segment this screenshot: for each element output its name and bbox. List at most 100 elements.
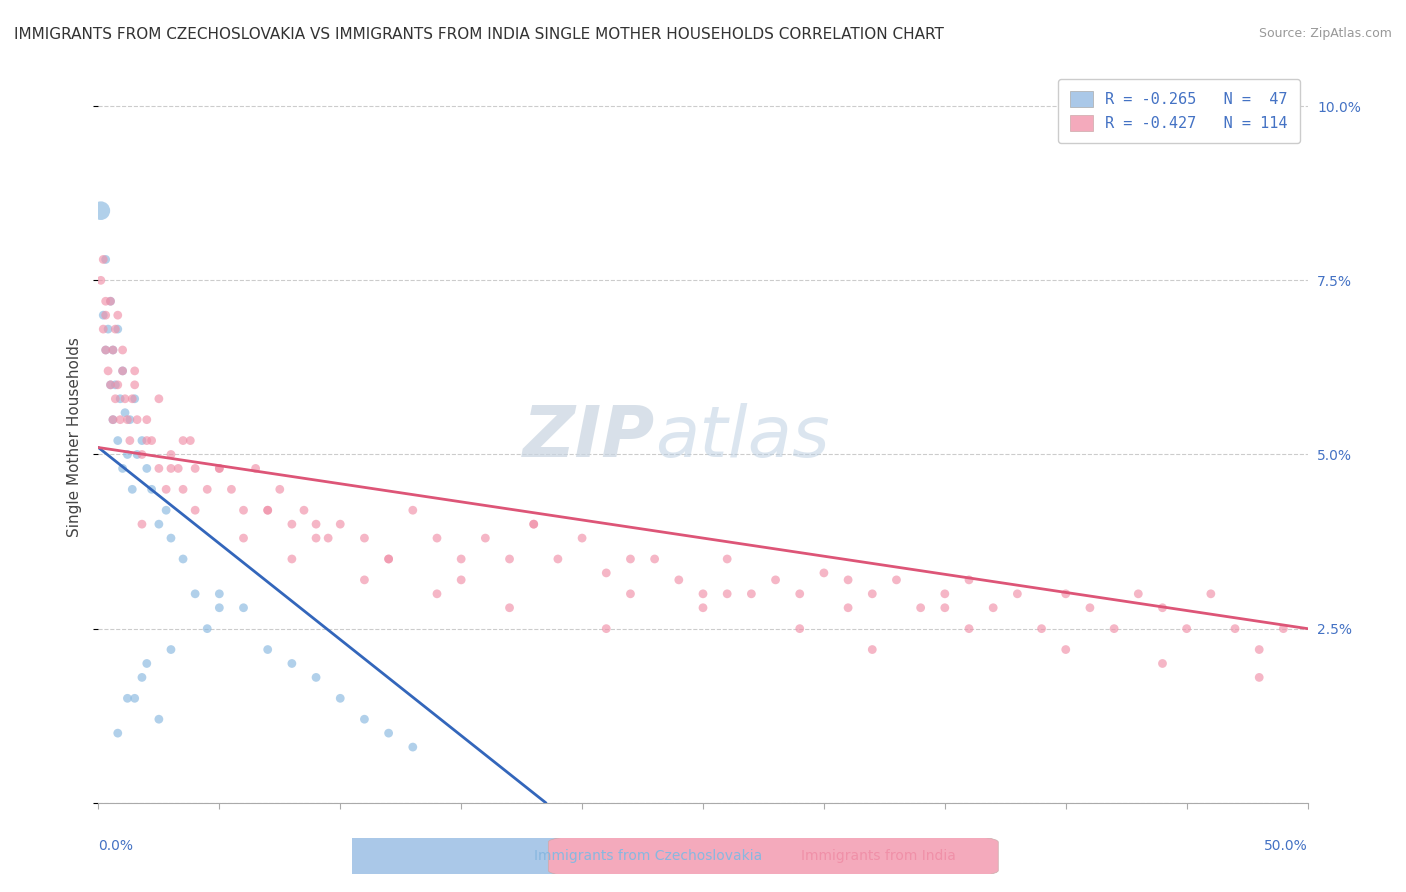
Point: [135, 434, 157, 448]
Point: [172, 483, 194, 497]
Point: [957, 622, 980, 636]
Point: [111, 461, 134, 475]
Point: [208, 600, 231, 615]
Point: [474, 531, 496, 545]
Point: [124, 364, 146, 378]
Point: [195, 483, 218, 497]
Point: [135, 657, 157, 671]
Point: [107, 322, 129, 336]
Point: [1249, 670, 1271, 684]
Point: [172, 552, 194, 566]
Point: [172, 434, 194, 448]
Point: [316, 531, 339, 545]
Point: [523, 517, 546, 532]
Point: [498, 552, 520, 566]
Point: [100, 294, 122, 309]
Point: [100, 377, 122, 392]
Point: [305, 670, 328, 684]
Text: IMMIGRANTS FROM CZECHOSLOVAKIA VS IMMIGRANTS FROM INDIA SINGLE MOTHER HOUSEHOLDS: IMMIGRANTS FROM CZECHOSLOVAKIA VS IMMIGR…: [14, 27, 943, 42]
Point: [619, 552, 641, 566]
Point: [1128, 587, 1150, 601]
Point: [118, 434, 141, 448]
Point: [114, 406, 136, 420]
Point: [595, 622, 617, 636]
Point: [104, 322, 127, 336]
Point: [1007, 587, 1029, 601]
Point: [90, 273, 112, 287]
Text: atlas: atlas: [655, 402, 830, 472]
Point: [1199, 587, 1222, 601]
Point: [91, 308, 114, 322]
Point: [208, 461, 231, 475]
Point: [1249, 642, 1271, 657]
Point: [160, 448, 183, 462]
Point: [1102, 622, 1125, 636]
Point: [111, 364, 134, 378]
Point: [101, 343, 124, 357]
Point: [208, 461, 231, 475]
Point: [813, 566, 835, 580]
Point: [292, 503, 315, 517]
Point: [91, 252, 114, 267]
Point: [90, 203, 112, 218]
Text: Source: ZipAtlas.com: Source: ZipAtlas.com: [1258, 27, 1392, 40]
Text: Immigrants from Czechoslovakia: Immigrants from Czechoslovakia: [534, 849, 762, 863]
Point: [101, 412, 124, 426]
Point: [121, 392, 143, 406]
Point: [124, 377, 146, 392]
Text: Immigrants from India: Immigrants from India: [801, 849, 956, 863]
Point: [981, 600, 1004, 615]
Point: [1152, 600, 1174, 615]
Point: [121, 483, 143, 497]
Point: [740, 587, 762, 601]
Point: [837, 573, 859, 587]
Point: [97, 322, 120, 336]
Point: [934, 600, 956, 615]
Point: [256, 503, 278, 517]
Point: [789, 622, 811, 636]
Point: [281, 517, 304, 532]
Point: [402, 503, 425, 517]
Text: 50.0%: 50.0%: [1264, 839, 1308, 854]
Point: [547, 552, 569, 566]
Point: [107, 726, 129, 740]
Point: [860, 587, 883, 601]
Point: [232, 600, 254, 615]
Point: [111, 364, 134, 378]
Point: [117, 448, 139, 462]
Point: [108, 412, 131, 426]
Point: [450, 552, 472, 566]
Point: [1054, 587, 1077, 601]
Point: [716, 552, 738, 566]
Point: [353, 531, 375, 545]
Point: [221, 483, 243, 497]
Point: [353, 712, 375, 726]
Point: [668, 573, 690, 587]
Point: [692, 600, 714, 615]
Point: [131, 448, 153, 462]
Point: [107, 308, 129, 322]
Point: [329, 517, 352, 532]
Point: [101, 343, 124, 357]
Point: [281, 657, 304, 671]
Point: [108, 392, 131, 406]
Point: [256, 642, 278, 657]
Point: [100, 294, 122, 309]
Legend: R = -0.265   N =  47, R = -0.427   N = 114: R = -0.265 N = 47, R = -0.427 N = 114: [1057, 79, 1301, 143]
Point: [94, 294, 117, 309]
Point: [232, 531, 254, 545]
Point: [232, 503, 254, 517]
Point: [789, 587, 811, 601]
Point: [94, 308, 117, 322]
Point: [195, 622, 218, 636]
Point: [716, 587, 738, 601]
Point: [426, 587, 449, 601]
Point: [94, 343, 117, 357]
Point: [160, 642, 183, 657]
Point: [1175, 622, 1198, 636]
Point: [131, 517, 153, 532]
Point: [305, 517, 328, 532]
Point: [498, 600, 520, 615]
Point: [91, 322, 114, 336]
FancyBboxPatch shape: [548, 831, 998, 881]
